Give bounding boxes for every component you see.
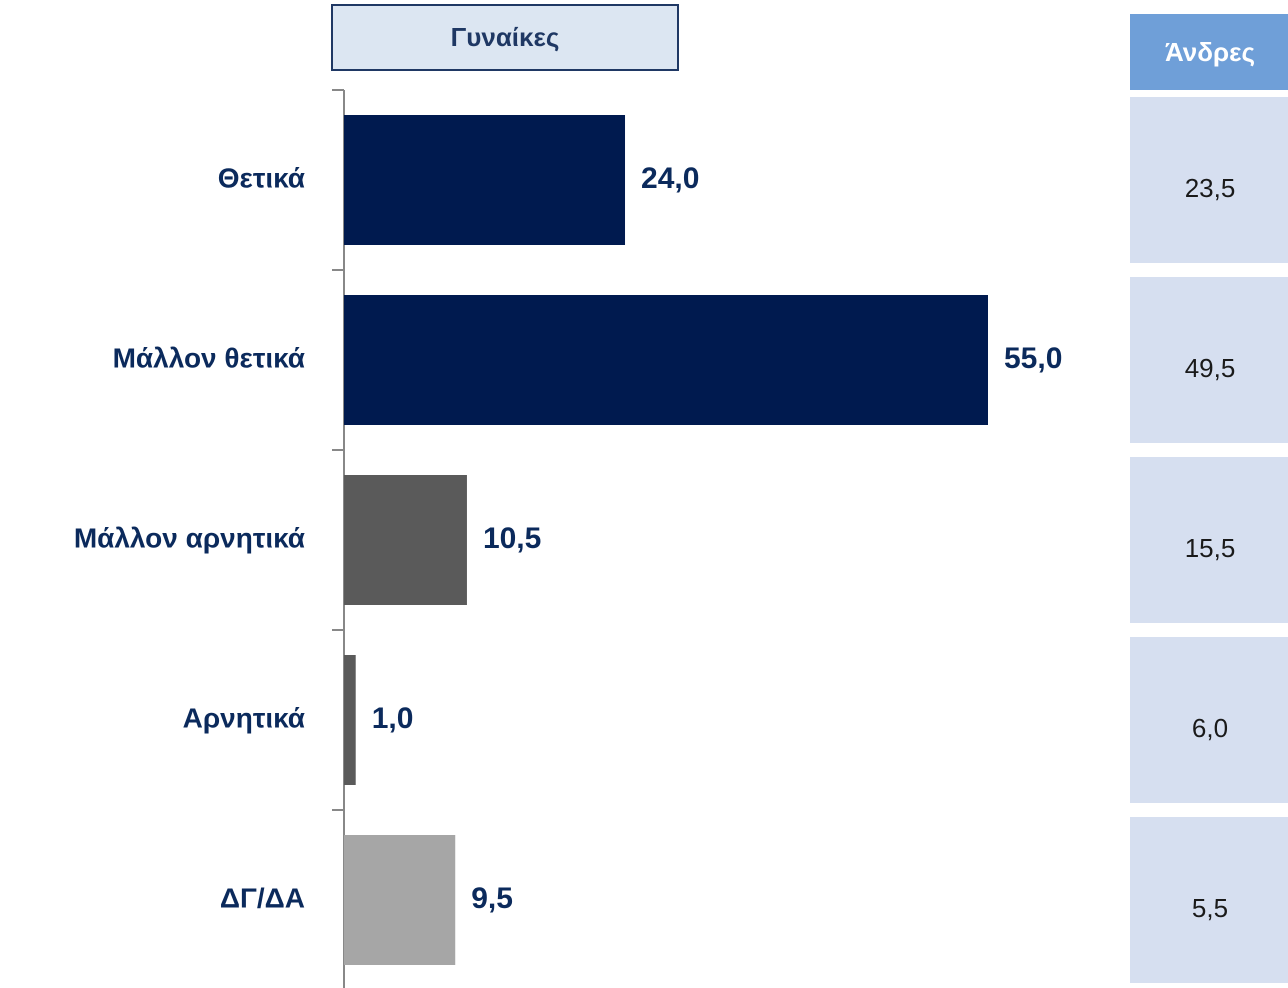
value-label: 9,5 xyxy=(471,882,513,915)
table-header-label: Άνδρες xyxy=(1165,37,1255,67)
bar xyxy=(344,655,356,785)
table-value: 6,0 xyxy=(1192,713,1228,743)
category-label: ΔΓ/ΔΑ xyxy=(220,882,305,913)
category-label: Μάλλον θετικά xyxy=(113,342,305,373)
legend-label: Γυναίκες xyxy=(451,22,560,52)
bar xyxy=(344,295,988,425)
table-cell xyxy=(1130,277,1288,443)
table-value: 5,5 xyxy=(1192,893,1228,923)
bar xyxy=(344,115,626,245)
table-cell xyxy=(1130,637,1288,803)
table-value: 49,5 xyxy=(1185,353,1236,383)
table-cell xyxy=(1130,457,1288,623)
value-label: 55,0 xyxy=(1004,342,1062,375)
value-label: 24,0 xyxy=(641,162,699,195)
category-label: Αρνητικά xyxy=(183,702,305,733)
category-label: Θετικά xyxy=(218,162,305,193)
table-header xyxy=(1130,14,1288,90)
table-value: 15,5 xyxy=(1185,533,1236,563)
table-cell xyxy=(1130,97,1288,263)
category-label: Μάλλον αρνητικά xyxy=(74,522,305,553)
table-cell xyxy=(1130,817,1288,983)
table-value: 23,5 xyxy=(1185,173,1236,203)
legend-box xyxy=(331,4,679,71)
bar xyxy=(344,835,456,965)
value-label: 10,5 xyxy=(483,522,541,555)
value-label: 1,0 xyxy=(372,702,414,735)
bar xyxy=(344,475,467,605)
